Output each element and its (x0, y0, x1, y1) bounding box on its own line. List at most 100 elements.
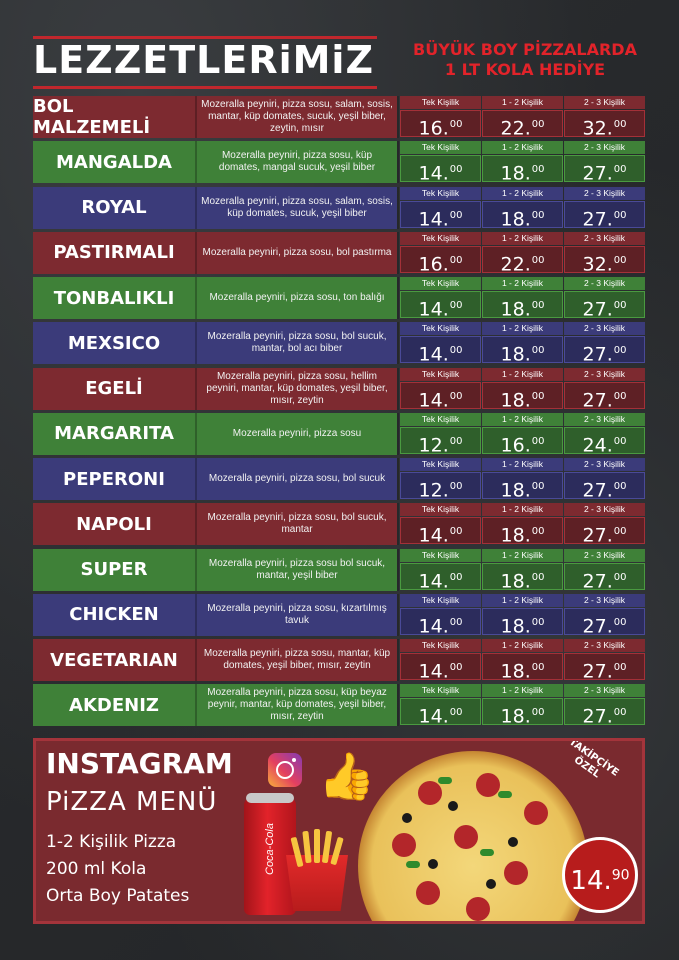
price-amount: 18. (500, 298, 531, 321)
price-amount: 18. (500, 705, 531, 728)
pizza-prices: Tek Kişilik 14.00 1 - 2 Kişilik 18.00 2 - 3 … (397, 593, 645, 638)
portion-label: Tek Kişilik (400, 231, 481, 245)
price-value: 27.00 (564, 381, 645, 411)
header-bottom-line (33, 86, 377, 89)
price-decimal: 00 (613, 435, 627, 447)
price-decimal: 00 (449, 662, 463, 673)
price-amount: 16. (418, 253, 449, 276)
price-value: 18.00 (482, 381, 563, 411)
price-cell: 2 - 3 Kişilik 27.00 (564, 458, 645, 501)
portion-label: Tek Kişilik (400, 277, 481, 290)
price-cell: 2 - 3 Kişilik 27.00 (564, 684, 645, 728)
price-amount: 22. (500, 253, 531, 276)
portion-label: Tek Kişilik (400, 96, 481, 109)
price-cell: 2 - 3 Kişilik 27.00 (564, 639, 645, 682)
pizza-description: Mozeralla peyniri, pizza sosu (195, 412, 397, 455)
price-cell: 2 - 3 Kişilik 32.00 (564, 231, 645, 275)
price-value: 18.00 (482, 562, 563, 592)
pizza-description: Mozeralla peyniri, pizza sosu, bol sucuk… (195, 322, 397, 365)
price-value: 14.00 (400, 698, 481, 728)
instagram-item: 1-2 Kişilik Pizza (46, 832, 177, 852)
price-cell: 1 - 2 Kişilik 18.00 (482, 593, 563, 637)
price-decimal: 00 (449, 390, 463, 402)
portion-label: Tek Kişilik (400, 141, 481, 155)
portion-label: 2 - 3 Kişilik (564, 593, 645, 607)
price-amount: 18. (500, 207, 531, 230)
price-value: 18.00 (482, 698, 563, 728)
price-cell: Tek Kişilik 12.00 (400, 412, 481, 456)
price-amount: 14. (418, 705, 449, 728)
portion-label: Tek Kişilik (400, 458, 481, 471)
price-cell: 2 - 3 Kişilik 27.00 (564, 186, 645, 230)
green-pepper (480, 849, 494, 856)
price-decimal: 00 (613, 345, 627, 357)
price-amount: 27. (582, 207, 613, 230)
portion-label: 1 - 2 Kişilik (482, 548, 563, 562)
pizza-row: ROYAL Mozeralla peyniri, pizza sosu, sala… (33, 186, 645, 230)
price-amount: 27. (582, 615, 613, 638)
price-amount: 14. (418, 660, 449, 683)
price-cell: 2 - 3 Kişilik 27.00 (564, 367, 645, 411)
price-cell: Tek Kişilik 16.00 (400, 231, 481, 276)
pizza-prices: Tek Kişilik 14.00 1 - 2 Kişilik 18.00 2 - 3 … (397, 367, 645, 411)
price-value: 18.00 (482, 517, 563, 547)
price-decimal: 00 (613, 119, 627, 130)
price-value: 27.00 (564, 472, 645, 501)
instagram-item: Orta Boy Patates (46, 886, 190, 906)
price-value: 22.00 (482, 110, 563, 139)
pizza-description: Mozeralla peyniri, pizza sosu, salam, so… (195, 96, 397, 138)
price-cell: 2 - 3 Kişilik 27.00 (564, 503, 645, 547)
price-value: 27.00 (564, 562, 645, 592)
price-amount: 18. (500, 660, 531, 683)
thumbs-up-icon: 👍 (318, 750, 376, 802)
price-amount: 16. (500, 434, 531, 457)
price-decimal: 00 (531, 526, 545, 538)
price-value: 18.00 (482, 607, 563, 637)
price-decimal: 00 (449, 616, 463, 628)
price-value: 27.00 (564, 698, 645, 728)
pizza-prices: Tek Kişilik 14.00 1 - 2 Kişilik 18.00 2 - 3 … (397, 322, 645, 366)
pizza-row: TONBALIKLI Mozeralla peyniri, pizza sosu,… (33, 277, 645, 321)
price-cell: 1 - 2 Kişilik 18.00 (482, 186, 563, 230)
price-value: 14.00 (400, 607, 481, 637)
pizza-description: Mozeralla peyniri, pizza sosu, bol sucuk (195, 458, 397, 500)
pizza-name: CHICKEN (33, 593, 195, 636)
price-cell: 2 - 3 Kişilik 27.00 (564, 322, 645, 366)
price-value: 27.00 (564, 653, 645, 682)
portion-label: 1 - 2 Kişilik (482, 322, 563, 336)
price-amount: 27. (582, 388, 613, 411)
portion-label: 2 - 3 Kişilik (564, 96, 645, 109)
pizza-name: MEXSICO (33, 322, 195, 365)
portion-label: 1 - 2 Kişilik (482, 458, 563, 471)
price-decimal: 00 (613, 526, 627, 538)
price-decimal: 00 (449, 526, 463, 538)
price-value: 18.00 (482, 200, 563, 230)
price-decimal: 00 (449, 481, 463, 492)
price-cell: 1 - 2 Kişilik 18.00 (482, 458, 563, 501)
pizza-name: PEPERONI (33, 458, 195, 500)
price-cell: Tek Kişilik 14.00 (400, 367, 481, 411)
price-amount: 14. (418, 162, 449, 185)
price-cell: 2 - 3 Kişilik 32.00 (564, 96, 645, 139)
price-value: 32.00 (564, 245, 645, 275)
price-value: 14.00 (400, 291, 481, 320)
price-decimal: 00 (613, 300, 627, 311)
olive (486, 879, 496, 889)
pizza-description: Mozeralla peyniri, pizza sosu, bol pastı… (195, 231, 397, 274)
price-decimal: 00 (613, 390, 627, 402)
pizza-row: MARGARITA Mozeralla peyniri, pizza sosu Te… (33, 412, 645, 457)
portion-label: 1 - 2 Kişilik (482, 684, 563, 698)
price-cell: 1 - 2 Kişilik 18.00 (482, 367, 563, 411)
portion-label: 1 - 2 Kişilik (482, 277, 563, 290)
pizza-prices: Tek Kişilik 14.00 1 - 2 Kişilik 18.00 2 - 3 … (397, 684, 645, 728)
price-amount: 16. (418, 117, 449, 140)
fries-image (286, 855, 348, 911)
portion-label: 1 - 2 Kişilik (482, 186, 563, 200)
price-amount: 14. (418, 524, 449, 547)
pizza-row: PASTIRMALI Mozeralla peyniri, pizza sosu,… (33, 231, 645, 276)
follower-special-label: TAKİPÇİYE ÖZEL (549, 741, 632, 797)
pizza-row: EGELİ Mozeralla peyniri, pizza sosu, hell… (33, 367, 645, 411)
price-amount: 18. (500, 569, 531, 592)
price-decimal: 00 (613, 209, 627, 221)
price-cell: Tek Kişilik 14.00 (400, 684, 481, 728)
